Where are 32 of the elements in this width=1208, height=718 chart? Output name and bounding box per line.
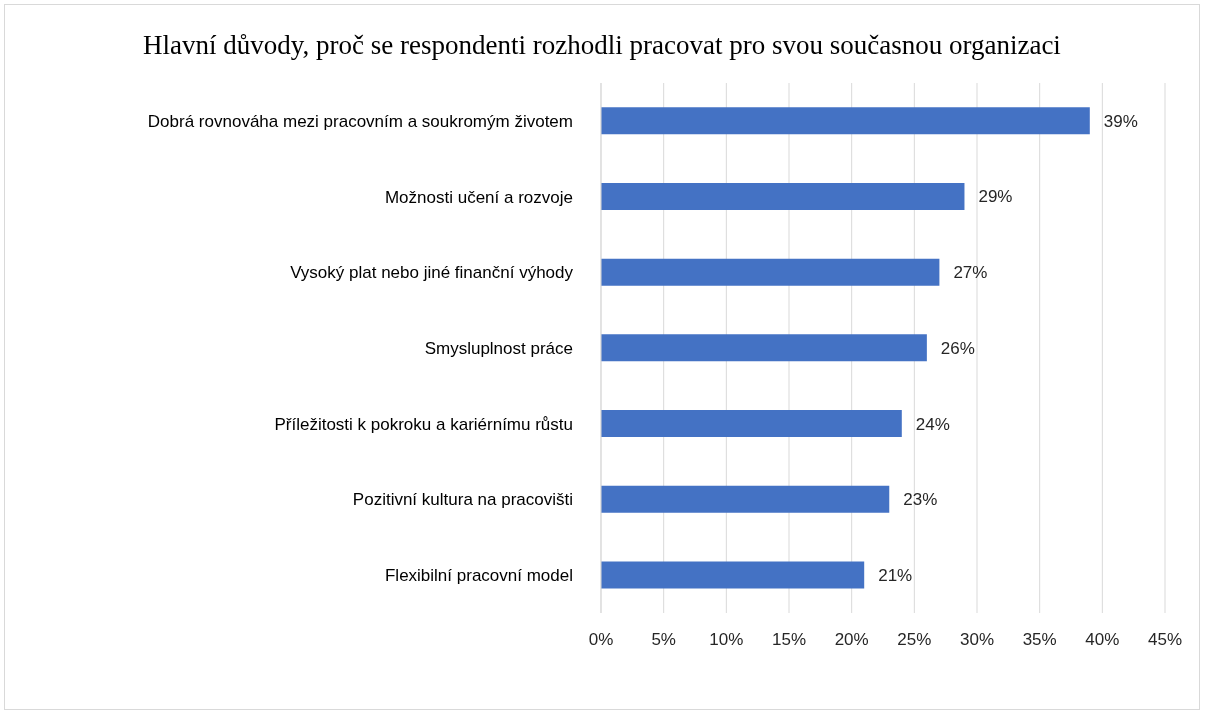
x-tick-label: 35%	[1022, 630, 1057, 650]
bar	[601, 485, 890, 513]
y-tick-label: Vysoký plat nebo jiné finanční výhody	[290, 263, 574, 283]
bar	[601, 107, 1090, 135]
y-tick-label: Dobrá rovnováha mezi pracovním a soukromým životem	[147, 111, 573, 131]
bar	[601, 182, 965, 210]
x-tick-label: 30%	[959, 630, 995, 650]
bar	[601, 410, 902, 438]
chart-title: Hlavní důvody, proč se respondenti rozhodli pracovat pro svou současnou organizaci	[142, 29, 1062, 62]
data-label: 39%	[1103, 111, 1138, 131]
data-label: 23%	[903, 490, 938, 510]
x-tick-label: 15%	[771, 630, 807, 650]
y-tick-label: Příležitosti k pokroku a kariérnímu růstu	[274, 414, 573, 434]
y-tick-label: Možnosti učení a rozvoje	[384, 187, 573, 207]
bar	[601, 334, 927, 362]
x-tick-label: 0%	[588, 630, 614, 650]
y-tick-label: Pozitivní kultura na pracovišti	[352, 490, 573, 510]
bar	[601, 561, 865, 589]
data-label: 21%	[878, 566, 913, 586]
x-tick-label: 10%	[709, 630, 744, 650]
data-label: 24%	[915, 414, 950, 434]
x-tick-label: 20%	[834, 630, 869, 650]
data-label: 29%	[978, 187, 1013, 207]
data-label: 26%	[940, 338, 975, 358]
x-tick-label: 5%	[651, 630, 676, 650]
x-tick-label: 25%	[897, 630, 932, 650]
x-tick-label: 45%	[1147, 630, 1183, 650]
y-tick-label: Flexibilní pracovní model	[384, 566, 573, 586]
x-tick-label: 40%	[1085, 630, 1120, 650]
data-label: 27%	[953, 263, 988, 283]
y-tick-label: Smysluplnost práce	[424, 339, 573, 359]
bar	[601, 258, 940, 286]
